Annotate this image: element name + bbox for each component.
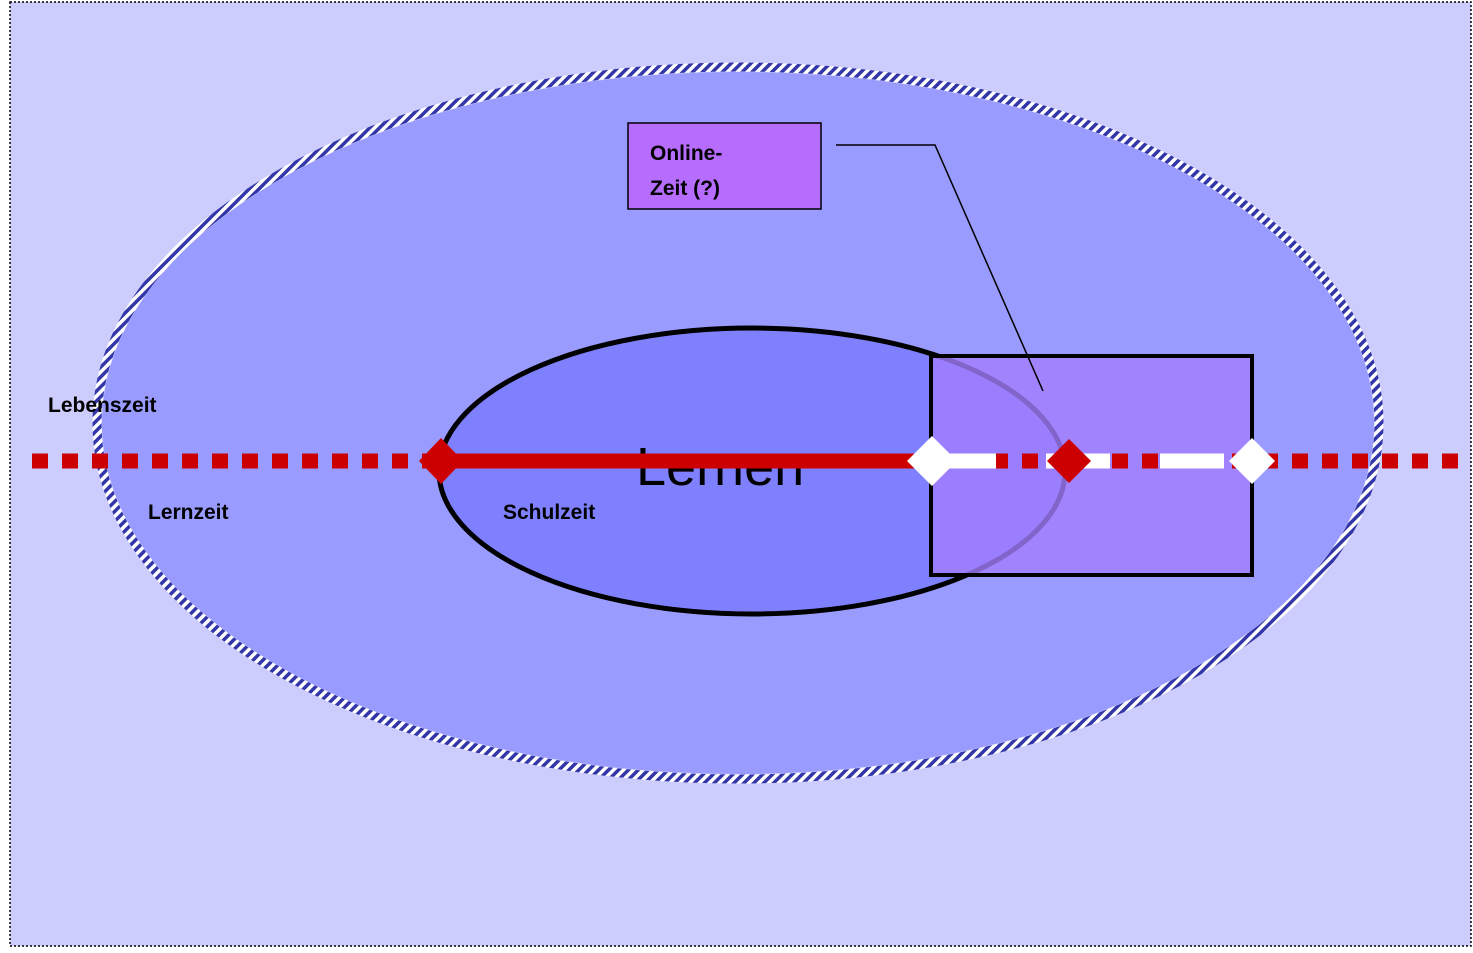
white-diamond-marker-online-start (907, 436, 957, 486)
callout-text-line-2: Zeit (?) (650, 177, 720, 200)
white-diamond-marker-online-end (1229, 438, 1275, 484)
lernzeit-label: Lernzeit (148, 501, 229, 524)
schulzeit-label: Schulzeit (503, 501, 595, 524)
red-diamond-marker-school-end (1047, 439, 1091, 483)
red-diamond-marker-school-start (419, 438, 463, 484)
lebenszeit-label: Lebenszeit (48, 394, 157, 417)
callout-leader-line (836, 144, 1044, 392)
online-zeit-callout (627, 122, 822, 210)
outer-ellipse-lebenszeit (92, 62, 1384, 784)
callout-text-line-1: Online- (650, 142, 722, 165)
